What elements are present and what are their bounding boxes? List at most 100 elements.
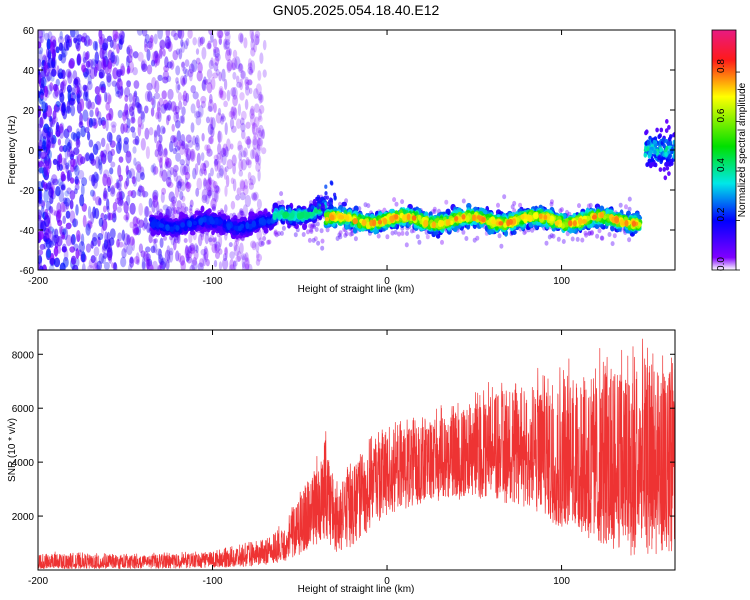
spectrogram-cell	[228, 242, 233, 248]
spectrogram-cell	[110, 161, 116, 168]
spectrogram-cell	[157, 30, 163, 40]
spectrogram-cell	[255, 153, 260, 163]
spectrogram-cell	[249, 30, 254, 40]
spectrogram-cell	[170, 201, 175, 211]
spectrogram-cell	[212, 206, 216, 212]
spectrogram-cell	[99, 47, 105, 60]
spectrogram-cell	[114, 54, 120, 67]
spectrogram-cell	[175, 119, 181, 129]
spectrogram-cell	[47, 57, 54, 69]
spectrogram-cell	[231, 62, 236, 71]
spectrogram-cell	[530, 227, 535, 233]
spectrogram-cell	[338, 234, 343, 240]
spectrogram-cell	[60, 201, 66, 213]
spectrogram-cell	[70, 150, 75, 157]
spectrogram-cell	[203, 168, 207, 176]
spectrogram-cell	[71, 218, 79, 228]
spectrogram-cell	[168, 250, 174, 263]
spectrogram-cell	[276, 211, 281, 218]
spectrogram-cell	[272, 212, 277, 220]
spectrogram-cell	[241, 129, 246, 140]
spectrogram-cell	[341, 201, 347, 207]
spectrogram-cell	[179, 255, 186, 266]
spectrogram-cell	[233, 107, 238, 121]
spectrogram-cell	[64, 190, 70, 197]
spectrogram-cell	[233, 241, 238, 252]
spectrogram-cell	[70, 157, 76, 168]
spectrogram-cell	[45, 89, 50, 99]
spectrogram-cell	[185, 244, 189, 256]
spectrogram-cell	[143, 251, 149, 262]
y-tick-label: 40	[23, 66, 35, 77]
spectrogram-cell	[244, 136, 251, 145]
spectrogram-cell	[115, 69, 123, 77]
spectrogram-cell	[246, 135, 251, 149]
spectrogram-cell	[62, 145, 68, 153]
spectrogram-cell	[169, 140, 174, 153]
spectrogram-cell	[667, 125, 671, 130]
spectrogram-cell	[663, 175, 668, 181]
spectrogram-cell	[61, 228, 67, 236]
spectrogram-cell	[195, 111, 202, 118]
spectrogram-cell	[219, 116, 225, 125]
spectrogram-cell	[90, 158, 96, 166]
spectrogram-cell	[249, 60, 256, 74]
spectrogram-cell	[586, 203, 591, 209]
spectrogram-cell	[125, 211, 130, 221]
spectrogram-cell	[236, 81, 243, 88]
spectrogram-cell	[128, 92, 133, 103]
spectrogram-cell	[173, 32, 179, 41]
spectrogram-cell	[95, 140, 102, 151]
spectrogram-cell	[567, 220, 573, 227]
spectrogram-cell	[76, 92, 81, 105]
spectrogram-cell	[226, 138, 231, 152]
spectrogram-cell	[231, 154, 237, 167]
spectrogram-cell	[73, 78, 79, 89]
spectrogram-cell	[116, 206, 122, 213]
spectrogram-cell	[239, 208, 244, 214]
spectrogram-cell	[38, 198, 41, 207]
spectrogram-cell	[254, 116, 260, 128]
spectrogram-cell	[325, 227, 330, 233]
spectrogram-cell	[172, 147, 178, 155]
spectrogram-cell	[162, 99, 169, 110]
spectrogram-cell	[344, 231, 349, 237]
spectrogram-cell	[169, 60, 175, 70]
spectrogram-cell	[237, 140, 243, 151]
spectrogram-cell	[153, 130, 158, 144]
y-tick-label: 6000	[12, 404, 35, 415]
spectrogram-cell	[159, 164, 164, 177]
spectrogram-cell	[249, 108, 255, 120]
spectrogram-cell	[117, 109, 123, 119]
spectrogram-cell	[665, 119, 669, 124]
spectrogram-cell	[82, 109, 89, 122]
spectrogram-cell	[217, 30, 224, 39]
spectrogram-cell	[260, 240, 265, 246]
spectrogram-cell	[38, 41, 42, 49]
spectrogram-cell	[249, 113, 256, 126]
spectrogram-cell	[65, 210, 71, 219]
spectrogram-cell	[253, 34, 260, 46]
spectrogram-cell	[165, 30, 171, 39]
spectrogram-cell	[100, 137, 106, 148]
spectrogram-cell	[218, 71, 223, 82]
spectrogram-cell	[75, 30, 80, 38]
spectrogram-cell	[117, 199, 125, 207]
spectrogram-cell	[153, 33, 158, 45]
spectrogram-cell	[199, 162, 207, 175]
snr-y-axis-label: SNR (10 * v/v)	[7, 418, 18, 482]
spectrogram-cell	[672, 153, 675, 159]
spectrogram-cell	[253, 191, 259, 201]
spectrogram-cell	[172, 50, 179, 61]
spectrogram-cell	[140, 172, 145, 181]
spectrogram-cell	[173, 105, 178, 116]
spectrogram-cell	[240, 253, 247, 261]
spectrogram-cell	[175, 77, 179, 84]
spectrogram-cell	[73, 243, 79, 252]
spectrogram-cell	[486, 220, 491, 225]
spectrogram-cell	[176, 181, 183, 189]
spectrogram-cell	[85, 152, 90, 162]
spectrogram-cell	[87, 221, 93, 229]
spectrogram-cell	[257, 93, 263, 101]
spectrogram-cell	[106, 176, 112, 188]
